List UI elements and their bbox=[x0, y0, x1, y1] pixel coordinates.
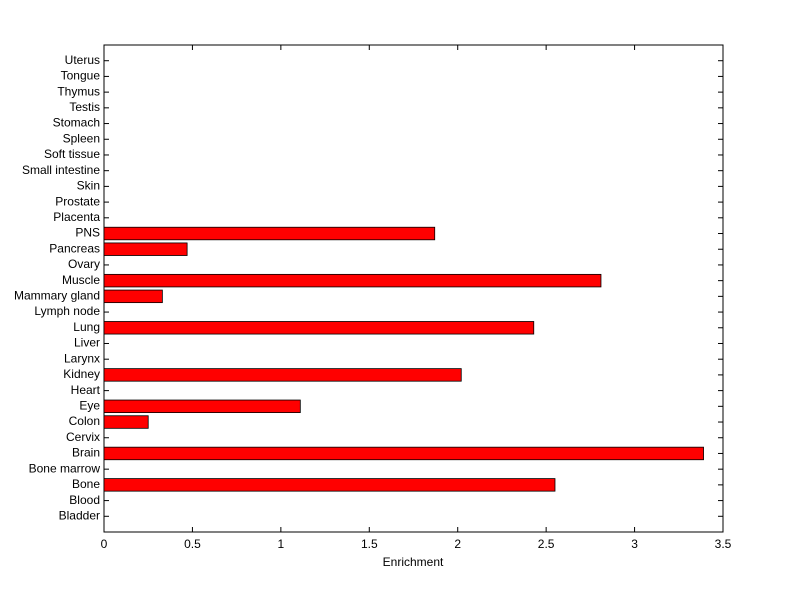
y-tick-label: Cervix bbox=[66, 430, 100, 444]
x-tick-label: 2 bbox=[454, 537, 461, 551]
y-tick-label: Blood bbox=[69, 493, 100, 507]
y-tick-label: Pancreas bbox=[49, 241, 100, 255]
x-tick-label: 2.5 bbox=[538, 537, 555, 551]
y-tick-label: Prostate bbox=[55, 194, 100, 208]
bar bbox=[103, 226, 436, 241]
y-tick-label: Small intestine bbox=[22, 163, 100, 177]
y-tick-label: Mammary gland bbox=[14, 289, 100, 303]
x-tick-label: 0 bbox=[101, 537, 108, 551]
bar bbox=[103, 478, 556, 492]
y-tick-label: Brain bbox=[72, 446, 100, 460]
x-tick-label: 0.5 bbox=[184, 537, 201, 551]
y-tick-label: Larynx bbox=[64, 351, 100, 365]
y-tick-label: Ovary bbox=[68, 257, 100, 271]
y-tick-label: Testis bbox=[69, 100, 100, 114]
bar bbox=[103, 415, 149, 429]
y-tick-label: Kidney bbox=[63, 367, 100, 381]
bar bbox=[103, 446, 704, 461]
y-tick-label: Thymus bbox=[57, 84, 100, 98]
bar bbox=[103, 368, 462, 382]
y-tick-label: Skin bbox=[77, 179, 100, 193]
y-tick-label: Uterus bbox=[65, 53, 100, 67]
x-tick-label: 3.5 bbox=[715, 537, 732, 551]
y-tick-label: Placenta bbox=[53, 210, 100, 224]
y-tick-label: Muscle bbox=[62, 273, 100, 287]
x-tick-label: 1 bbox=[278, 537, 285, 551]
y-tick-label: Bone marrow bbox=[29, 461, 101, 475]
y-tick-label: Colon bbox=[69, 414, 100, 428]
bar bbox=[103, 242, 188, 256]
bar bbox=[103, 321, 535, 335]
bar bbox=[103, 273, 602, 288]
y-tick-label: Tongue bbox=[61, 69, 101, 83]
x-axis-label: Enrichment bbox=[383, 555, 444, 569]
y-tick-label: Lung bbox=[73, 320, 100, 334]
x-tick-label: 1.5 bbox=[361, 537, 378, 551]
bar bbox=[103, 399, 301, 414]
y-tick-label: Eye bbox=[79, 398, 100, 412]
y-tick-label: Bladder bbox=[59, 508, 100, 522]
x-tick-label: 3 bbox=[631, 537, 638, 551]
y-tick-label: Spleen bbox=[63, 131, 100, 145]
y-tick-label: Stomach bbox=[53, 116, 100, 130]
y-tick-label: Heart bbox=[71, 383, 101, 397]
y-tick-label: Lymph node bbox=[34, 304, 100, 318]
y-tick-label: Bone bbox=[72, 477, 100, 491]
y-tick-label: Soft tissue bbox=[44, 147, 100, 161]
y-tick-label: Liver bbox=[74, 336, 100, 350]
y-tick-label: PNS bbox=[75, 226, 100, 240]
bar bbox=[103, 289, 163, 304]
